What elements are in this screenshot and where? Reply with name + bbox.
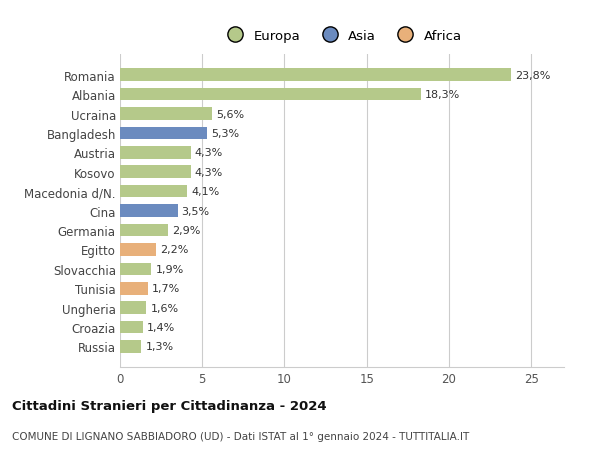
Bar: [120, 127, 207, 140]
Text: 5,6%: 5,6%: [216, 109, 244, 119]
Text: COMUNE DI LIGNANO SABBIADORO (UD) - Dati ISTAT al 1° gennaio 2024 - TUTTITALIA.I: COMUNE DI LIGNANO SABBIADORO (UD) - Dati…: [12, 431, 469, 442]
Text: 1,9%: 1,9%: [155, 264, 184, 274]
Text: 2,2%: 2,2%: [160, 245, 188, 255]
Bar: [120, 282, 148, 295]
Text: 1,7%: 1,7%: [152, 284, 181, 294]
Bar: [120, 321, 143, 334]
Bar: [120, 341, 142, 353]
Text: 2,9%: 2,9%: [172, 225, 200, 235]
Bar: [120, 69, 511, 82]
Legend: Europa, Asia, Africa: Europa, Asia, Africa: [217, 24, 467, 48]
Text: 4,3%: 4,3%: [195, 168, 223, 177]
Bar: [120, 302, 146, 314]
Text: 23,8%: 23,8%: [515, 71, 551, 80]
Bar: [120, 147, 191, 159]
Bar: [120, 108, 212, 121]
Text: 1,3%: 1,3%: [145, 342, 173, 352]
Bar: [120, 89, 421, 101]
Bar: [120, 185, 187, 198]
Bar: [120, 166, 191, 179]
Bar: [120, 224, 167, 237]
Text: Cittadini Stranieri per Cittadinanza - 2024: Cittadini Stranieri per Cittadinanza - 2…: [12, 399, 326, 412]
Text: 3,5%: 3,5%: [182, 206, 210, 216]
Bar: [120, 263, 151, 275]
Text: 4,1%: 4,1%: [191, 187, 220, 197]
Text: 18,3%: 18,3%: [425, 90, 460, 100]
Text: 1,4%: 1,4%: [147, 322, 175, 332]
Text: 4,3%: 4,3%: [195, 148, 223, 158]
Bar: [120, 244, 156, 256]
Bar: [120, 205, 178, 218]
Text: 1,6%: 1,6%: [151, 303, 179, 313]
Text: 5,3%: 5,3%: [211, 129, 239, 139]
